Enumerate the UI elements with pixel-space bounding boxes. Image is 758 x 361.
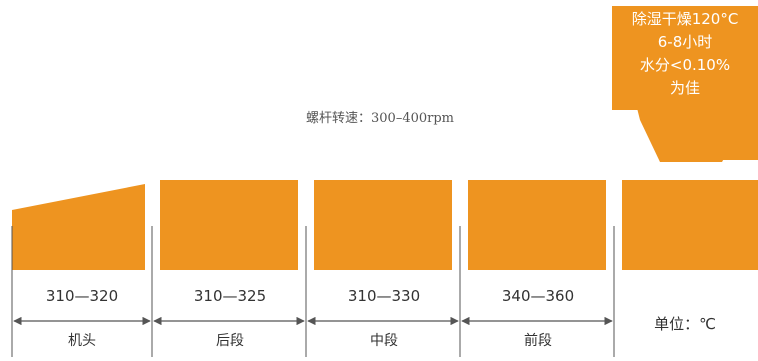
- zone-name-nozzle: 机头: [68, 333, 96, 349]
- zone-name-rear: 后段: [216, 333, 244, 349]
- hopper-funnel: [612, 8, 758, 162]
- drying-line: 6-8小时: [657, 33, 713, 51]
- zone-temp-rear: 310—325: [193, 287, 267, 305]
- zone-name-front: 前段: [524, 333, 552, 349]
- zone-temp-nozzle: 310—320: [45, 287, 119, 305]
- front-segment: [468, 180, 606, 270]
- screw-speed-label: 螺杆转速：300–400rpm: [306, 111, 454, 126]
- zone-name-middle: 中段: [370, 333, 398, 349]
- drying-conditions: 除湿干燥120°C 6-8小时 水分<0.10% 为佳: [612, 8, 758, 100]
- zone-temp-front: 340—360: [501, 287, 575, 305]
- unit-label: 单位：℃: [654, 315, 716, 333]
- drying-line: 除湿干燥120°C: [631, 10, 739, 28]
- drying-line: 为佳: [669, 79, 700, 97]
- rear-segment: [160, 180, 298, 270]
- middle-segment: [314, 180, 452, 270]
- zone-temp-middle: 310—330: [347, 287, 421, 305]
- drying-line: 水分<0.10%: [639, 56, 731, 74]
- feed-segment: [622, 180, 758, 270]
- nozzle-segment: [12, 184, 145, 270]
